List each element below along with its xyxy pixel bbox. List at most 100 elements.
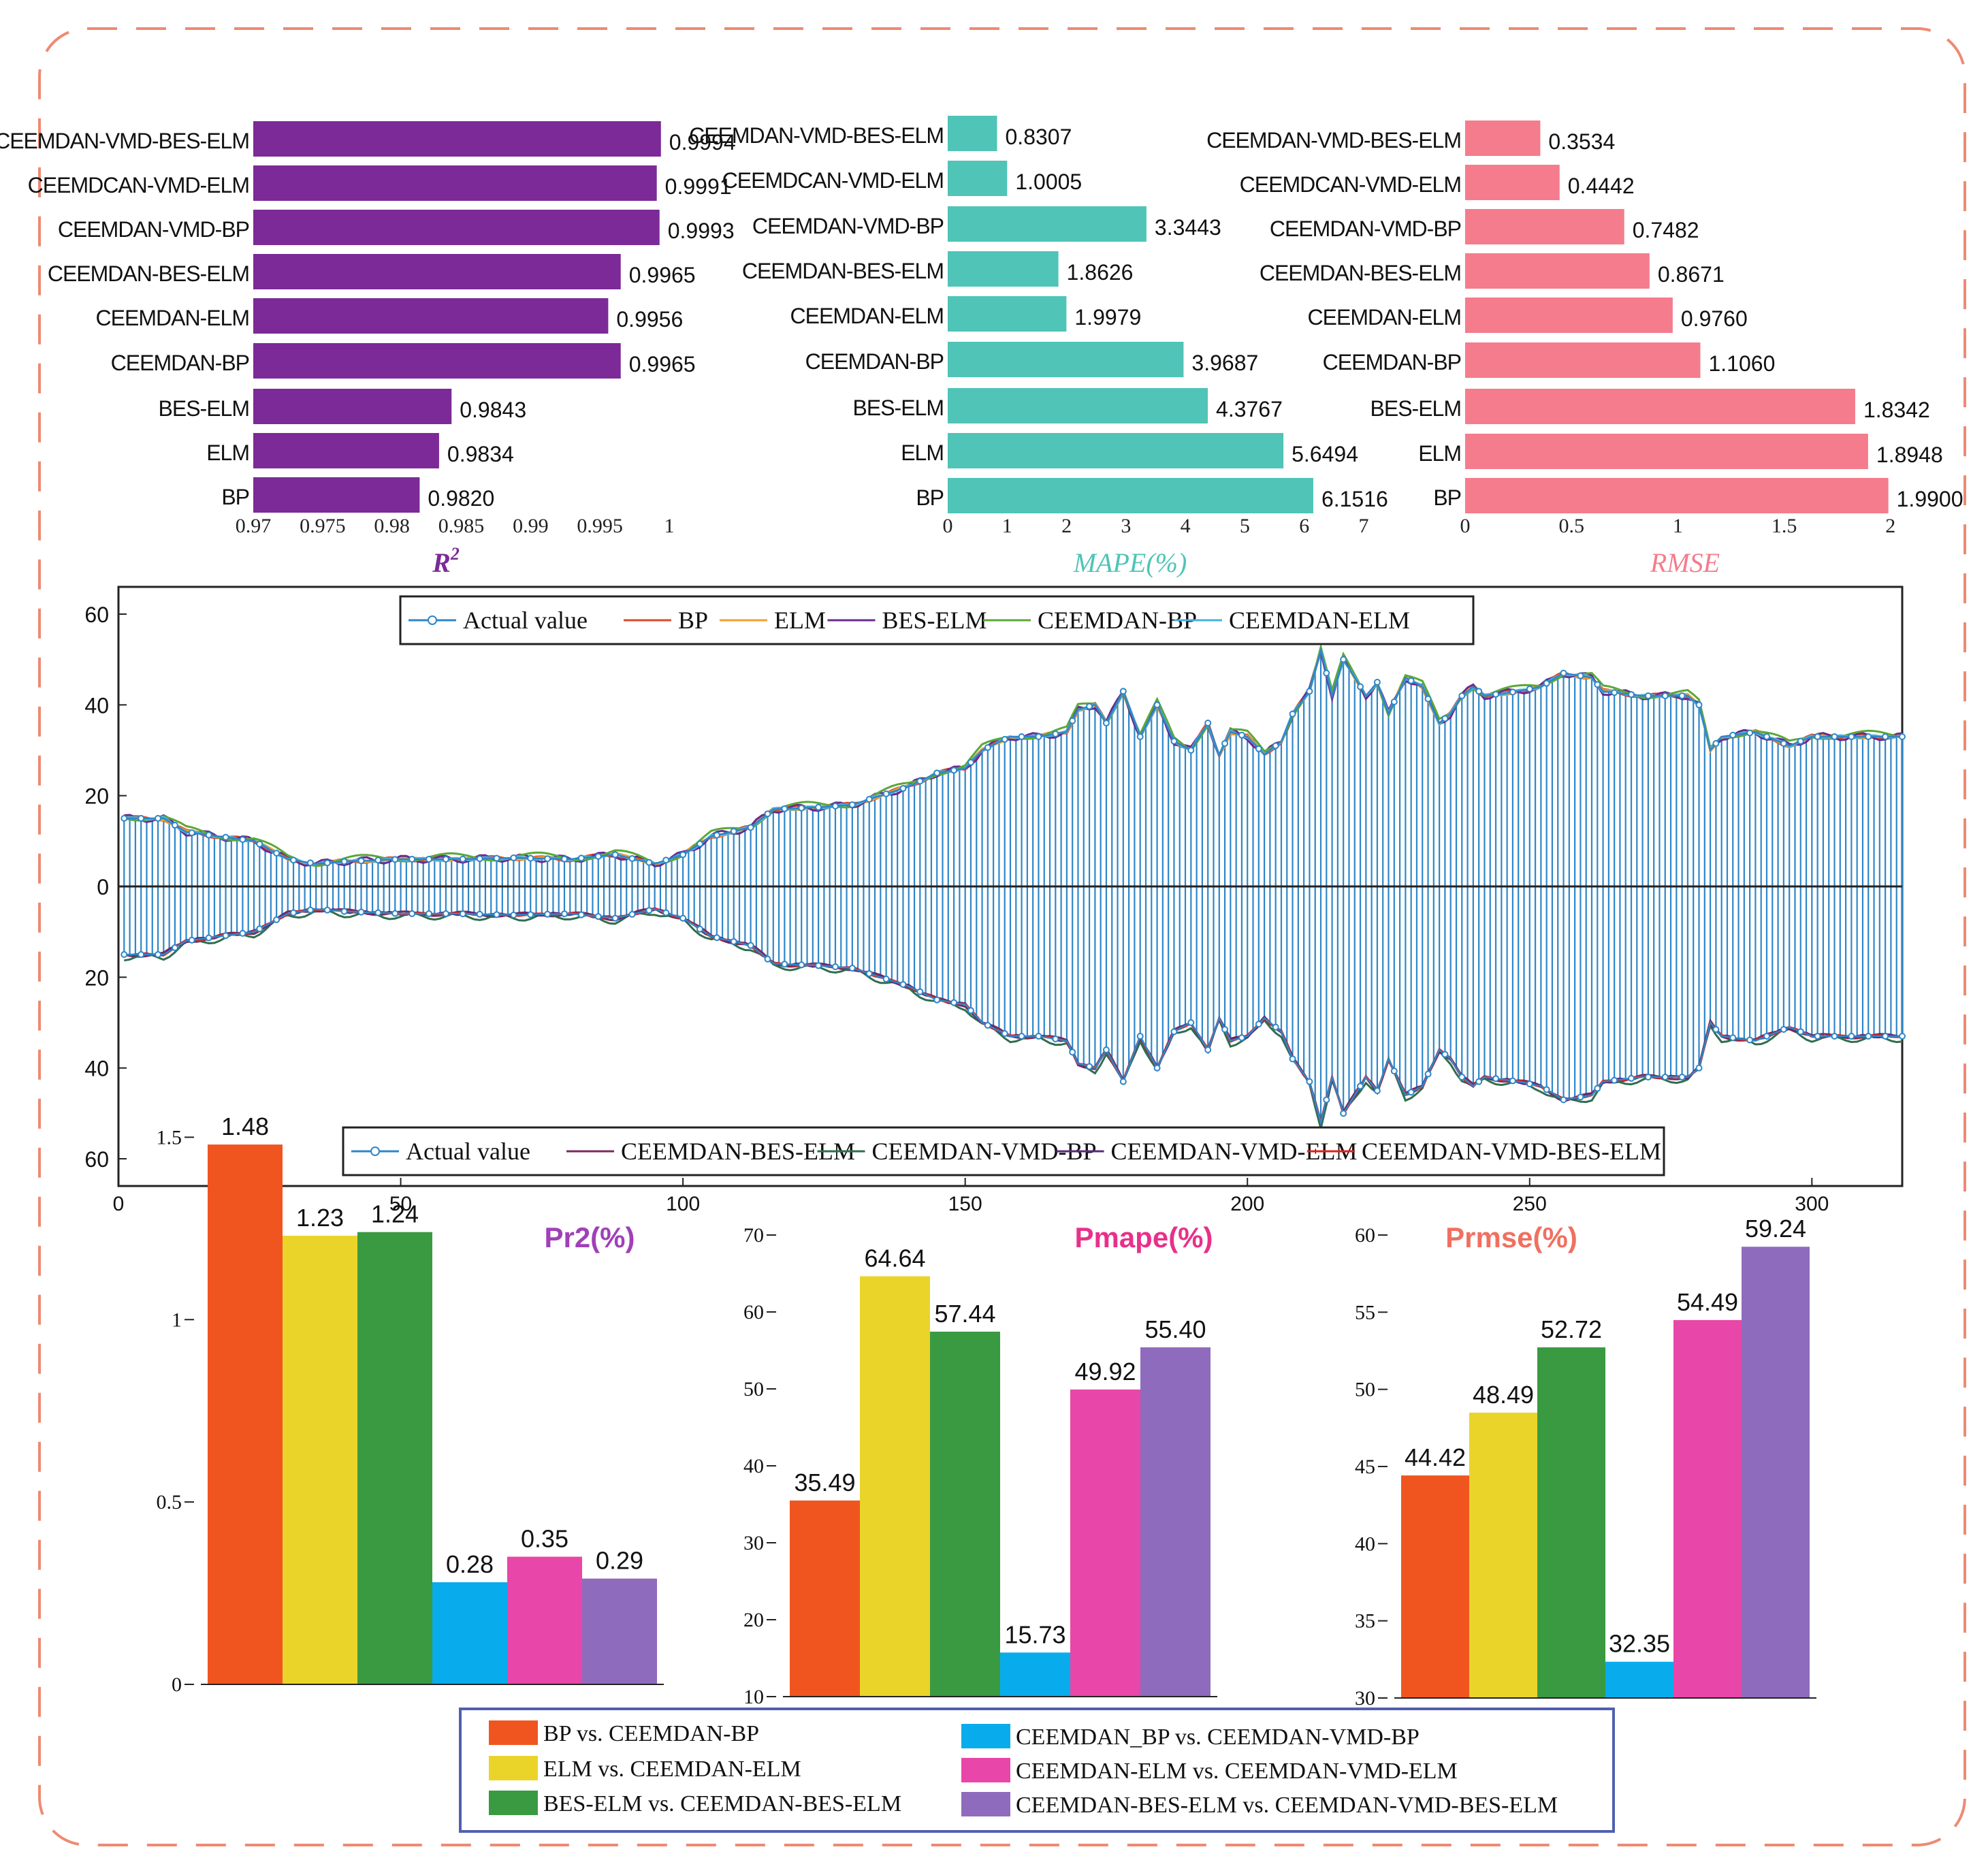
actual-marker bbox=[1407, 1089, 1415, 1096]
top-legend-label: CEEMDAN-BP bbox=[1038, 607, 1197, 634]
r2-bar bbox=[253, 389, 452, 424]
line-y-tick: 60 bbox=[84, 1147, 109, 1172]
actual-marker bbox=[1899, 733, 1906, 740]
actual-marker bbox=[1831, 1033, 1838, 1040]
pr2-value-label: 1.23 bbox=[296, 1204, 344, 1232]
actual-marker bbox=[155, 815, 162, 822]
actual-marker bbox=[205, 934, 212, 942]
mape-value-label: 3.3443 bbox=[1155, 215, 1221, 240]
actual-marker bbox=[1509, 1077, 1516, 1085]
line-y-tick: 40 bbox=[84, 693, 109, 718]
actual-marker bbox=[933, 996, 941, 1004]
pr2-value-label: 0.29 bbox=[596, 1547, 643, 1575]
actual-marker bbox=[713, 934, 720, 942]
dashed-frame bbox=[38, 27, 1966, 1846]
actual-marker bbox=[1865, 1033, 1872, 1040]
actual-marker bbox=[1187, 747, 1195, 754]
top-legend-label: BP bbox=[678, 607, 708, 634]
actual-marker bbox=[1441, 715, 1449, 722]
mape-bar bbox=[948, 342, 1184, 377]
actual-marker bbox=[1102, 720, 1110, 726]
pmape-y-tick: 30 bbox=[743, 1532, 764, 1554]
rmse-x-tick: 0 bbox=[1460, 515, 1471, 537]
actual-marker bbox=[1170, 737, 1178, 745]
comparison-legend-label: BP vs. CEEMDAN-BP bbox=[543, 1721, 759, 1746]
pr2-bar bbox=[582, 1578, 657, 1684]
pmape-value-label: 35.49 bbox=[794, 1469, 855, 1496]
actual-marker bbox=[594, 913, 602, 920]
actual-marker bbox=[764, 955, 771, 963]
actual-marker bbox=[1153, 701, 1161, 709]
actual-marker bbox=[815, 962, 822, 969]
actual-marker bbox=[662, 856, 670, 864]
actual-marker bbox=[1763, 733, 1771, 740]
prmse-value-label: 59.24 bbox=[1745, 1215, 1806, 1243]
actual-marker bbox=[1119, 688, 1127, 695]
actual-marker bbox=[611, 914, 619, 922]
actual-marker bbox=[188, 829, 195, 837]
pr2-y-tick: 1 bbox=[172, 1309, 182, 1331]
actual-marker bbox=[1492, 690, 1500, 698]
rmse-category-label: ELM bbox=[1418, 441, 1461, 466]
pr2-bar bbox=[208, 1144, 283, 1684]
actual-marker bbox=[815, 803, 822, 811]
prmse-value-label: 52.72 bbox=[1541, 1315, 1602, 1343]
actual-marker bbox=[476, 855, 483, 863]
actual-marker bbox=[1340, 1110, 1347, 1117]
actual-marker bbox=[679, 914, 687, 922]
line-y-tick: 40 bbox=[84, 1057, 109, 1081]
prmse-value-label: 54.49 bbox=[1677, 1288, 1738, 1316]
rmse-bar bbox=[1465, 478, 1889, 513]
actual-marker bbox=[1882, 1033, 1889, 1040]
r2-bar bbox=[253, 298, 609, 334]
actual-marker bbox=[1543, 679, 1550, 687]
actual-marker bbox=[1238, 731, 1245, 739]
prmse-y-tick: 55 bbox=[1355, 1301, 1375, 1324]
bottom-legend-label: CEEMDAN-VMD-BES-ELM bbox=[1362, 1138, 1661, 1165]
r2-category-label: BES-ELM bbox=[159, 396, 249, 421]
pr2-value-label: 0.28 bbox=[446, 1550, 494, 1578]
actual-marker bbox=[1509, 688, 1516, 696]
r2-bar-chart: CEEMDAN-VMD-BES-ELM 0.9994 CEEMDCAN-VMD-EL… bbox=[0, 121, 736, 537]
actual-marker bbox=[1628, 691, 1635, 699]
actual-marker bbox=[831, 803, 839, 810]
pr2-bar bbox=[507, 1556, 582, 1684]
actual-marker bbox=[1086, 1063, 1093, 1070]
actual-marker bbox=[306, 859, 314, 867]
comparison-legend-label: CEEMDAN-ELM vs. CEEMDAN-VMD-ELM bbox=[1016, 1759, 1458, 1784]
actual-marker bbox=[645, 907, 653, 914]
r2-value-label: 0.9843 bbox=[460, 398, 526, 422]
comparison-legend-swatch bbox=[961, 1792, 1010, 1816]
rmse-category-label: BP bbox=[1433, 485, 1461, 510]
actual-marker bbox=[476, 910, 483, 918]
actual-marker bbox=[577, 911, 585, 918]
prmse-y-tick: 35 bbox=[1355, 1610, 1375, 1633]
actual-marker bbox=[950, 767, 958, 774]
actual-marker bbox=[1102, 1046, 1110, 1053]
rmse-value-label: 0.4442 bbox=[1568, 174, 1635, 198]
actual-marker bbox=[713, 831, 720, 839]
actual-marker bbox=[882, 976, 890, 982]
actual-marker bbox=[1695, 701, 1703, 709]
actual-marker bbox=[628, 910, 636, 918]
actual-marker bbox=[442, 910, 449, 917]
actual-marker bbox=[1323, 669, 1330, 677]
rmse-category-label: CEEMDCAN-VMD-ELM bbox=[1240, 172, 1461, 197]
mape-value-label: 0.8307 bbox=[1006, 125, 1072, 149]
actual-marker bbox=[882, 790, 890, 797]
actual-marker bbox=[1018, 733, 1025, 740]
actual-marker bbox=[1272, 1023, 1279, 1031]
mape-category-label: CEEMDCAN-VMD-ELM bbox=[722, 168, 944, 193]
line-y-tick: 20 bbox=[84, 965, 109, 990]
actual-marker bbox=[121, 815, 128, 822]
rmse-bar bbox=[1465, 253, 1650, 289]
actual-marker bbox=[798, 961, 805, 969]
actual-marker bbox=[1001, 1030, 1008, 1037]
line-y-tick: 60 bbox=[84, 603, 109, 627]
prmse-bar bbox=[1742, 1247, 1810, 1698]
line-x-tick: 0 bbox=[113, 1193, 125, 1215]
rmse-bar bbox=[1465, 389, 1855, 424]
mape-value-label: 1.0005 bbox=[1015, 170, 1082, 194]
actual-marker bbox=[510, 912, 517, 918]
actual-marker bbox=[577, 854, 585, 862]
